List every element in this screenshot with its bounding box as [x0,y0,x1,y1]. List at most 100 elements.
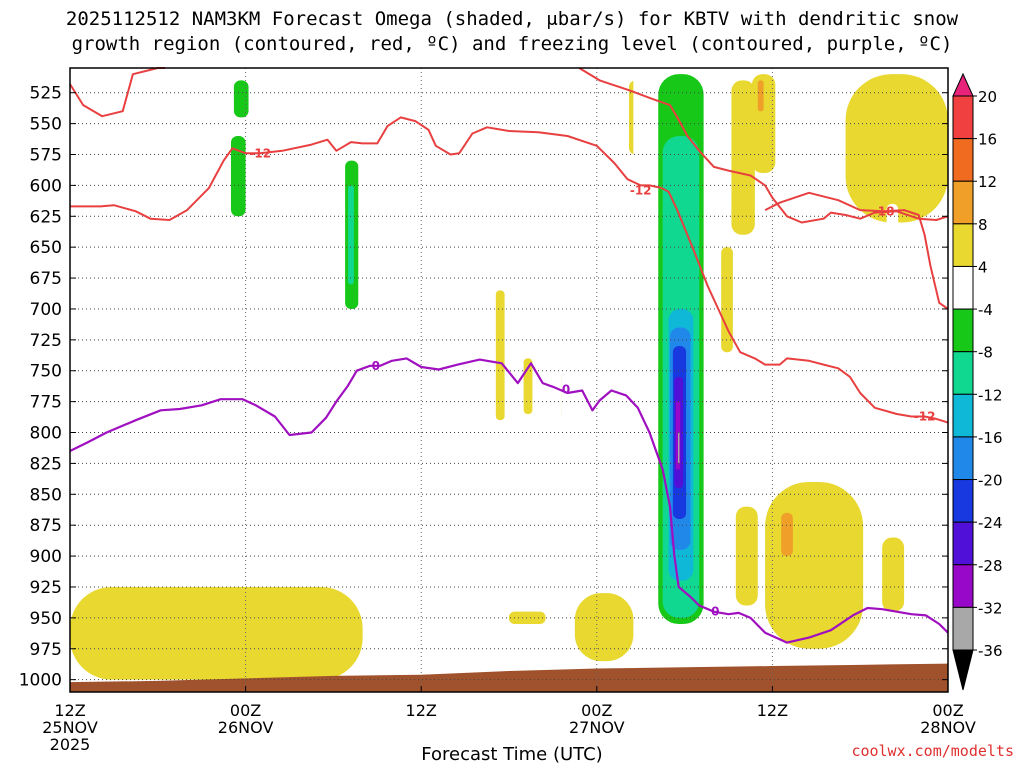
omega-rising-cell [495,290,505,421]
colorbar-segment [952,180,974,225]
freezing-level-label: 0 [562,382,570,396]
colorbar-segment [952,265,974,310]
y-tick-label: 925 [30,578,62,598]
colorbar-top-arrow [952,72,974,97]
x-tick-label: 12Z [406,701,437,720]
omega-shading-layer [70,68,948,680]
omega-cell [233,80,249,118]
omega-cell [70,469,101,538]
freezing-level-contour [69,357,949,644]
colorbar-label: -36 [978,642,1003,660]
omega-rising-cell [70,586,363,680]
y-tick-label: 875 [30,516,62,536]
colorbar-label: -16 [978,429,1003,447]
x-tick-label: 00Z [581,701,612,720]
colorbar-label: -20 [978,472,1003,490]
dgz-label: -12 [249,146,271,160]
colorbar-segment [952,308,974,353]
omega-cell [678,432,680,464]
terrain-layer [70,663,948,692]
y-tick-label: 575 [30,145,62,165]
omega-rising-cell [882,537,905,612]
x-tick-label: 12Z [54,701,85,720]
dgz-contour [70,116,949,424]
contour-layer: -12 -12 -18 -12 0 0 0 [69,67,949,644]
omega-cell [282,383,303,495]
omega-rising-cell [574,593,634,662]
omega-cell [348,185,354,285]
x-tick-label: 00Z [230,701,261,720]
omega-cell [911,308,921,371]
x-year-label: 2025 [50,735,91,754]
freezing-level-label: 0 [711,605,719,619]
plot-frame [69,67,949,693]
colorbar-segment [952,479,974,523]
colorbar-label: -28 [978,557,1003,575]
colorbar-label: -24 [978,514,1003,532]
y-tick-label: 525 [30,84,62,104]
colorbar-segment [952,351,974,395]
y-tick-label: 900 [30,547,62,567]
colorbar-label: 4 [978,258,988,276]
y-tick-label: 825 [30,454,62,474]
source-credit: coolwx.com/modelts [851,742,1014,760]
chart-title-line2: growth region (contoured, red, ºC) and f… [71,33,953,55]
terrain-surface [70,663,948,692]
colorbar-label: -32 [978,599,1003,617]
colorbar-label: 8 [978,216,988,234]
omega-rising-cell [757,80,764,112]
colorbar-segment [952,436,974,481]
dgz-label: -12 [630,183,652,197]
omega-cell [258,80,270,297]
omega-cell [548,364,562,507]
x-axis-label: Forecast Time (UTC) [421,744,603,765]
y-tick-label: 675 [30,269,62,289]
colorbar-label: 20 [978,88,997,106]
y-tick-label: 775 [30,393,62,413]
colorbar-label: -4 [978,301,993,319]
y-tick-label: 650 [30,238,62,258]
omega-rising-cell [509,611,546,625]
colorbar-bottom-arrow [952,649,974,691]
omega-rising-cell [845,74,948,223]
x-date-label: 26NOV [218,718,274,737]
colorbar: 20 16 12 8 4 -4 -8 -12 -16 -20 -24 -28 -32 -36 [952,72,1003,691]
omega-cell [298,475,356,520]
x-date-label: 27NOV [569,718,625,737]
y-tick-label: 700 [30,300,62,320]
dgz-contour [69,67,166,118]
colorbar-segment [952,393,974,438]
dgz-label: -18 [873,204,895,218]
colorbar-segment [952,564,974,608]
colorbar-segment [952,521,974,566]
omega-rising-cell [731,80,755,235]
omega-cell [886,203,899,254]
omega-rising-cell [721,247,733,353]
x-date-label: 25NOV [42,718,98,737]
omega-cell [940,352,948,489]
axes-layer: 525 550 575 600 625 650 675 700 725 750 775 800 825 8… [19,84,976,754]
omega-rising-cell [781,512,793,557]
colorbar-label: 16 [978,131,997,149]
colorbar-label: -12 [978,386,1003,404]
y-tick-label: 750 [30,362,62,382]
colorbar-segment [952,606,974,651]
omega-rising-cell [765,481,864,649]
y-tick-label: 550 [30,115,62,135]
x-tick-label: 00Z [932,701,963,720]
y-tick-label: 950 [30,609,62,629]
y-tick-label: 1000 [19,671,62,691]
colorbar-segment [952,223,974,267]
dgz-label: -12 [914,409,936,423]
colorbar-segment [952,95,974,140]
omega-cell [230,135,246,217]
dgz-contour [764,191,949,310]
omega-cell [909,407,921,458]
y-tick-label: 725 [30,331,62,351]
y-tick-label: 600 [30,176,62,196]
colorbar-segment [952,138,974,182]
y-tick-label: 850 [30,485,62,505]
colorbar-label: 12 [978,173,997,191]
colorbar-label: -8 [978,344,993,362]
